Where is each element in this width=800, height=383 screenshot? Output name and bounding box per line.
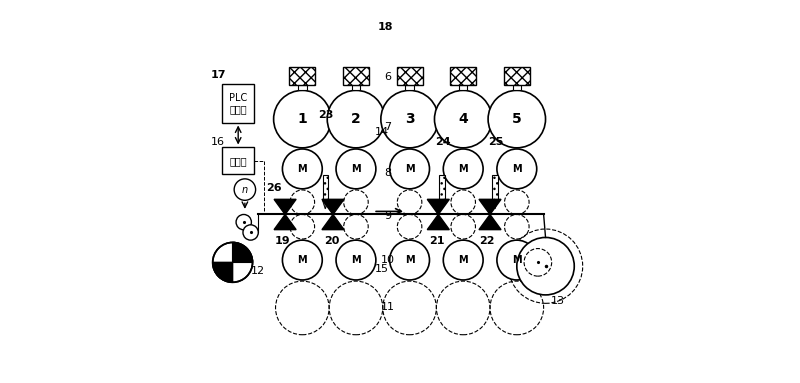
- Polygon shape: [427, 199, 450, 214]
- Bar: [222, 147, 254, 174]
- Text: 2: 2: [351, 112, 361, 126]
- Text: 5: 5: [512, 112, 522, 126]
- Bar: [492, 175, 498, 200]
- Circle shape: [434, 90, 492, 148]
- Text: 14: 14: [375, 127, 389, 137]
- Text: M: M: [458, 164, 468, 174]
- Text: 21: 21: [429, 236, 444, 246]
- Polygon shape: [274, 199, 296, 214]
- Text: 15: 15: [375, 264, 389, 274]
- Bar: [397, 67, 422, 85]
- Bar: [298, 85, 306, 90]
- Circle shape: [336, 240, 376, 280]
- Circle shape: [236, 214, 251, 230]
- Text: 25: 25: [488, 137, 503, 147]
- Circle shape: [282, 149, 322, 189]
- Text: M: M: [351, 164, 361, 174]
- Circle shape: [390, 240, 430, 280]
- Text: 1: 1: [298, 112, 307, 126]
- Circle shape: [243, 225, 258, 240]
- Polygon shape: [322, 199, 344, 214]
- Text: 6: 6: [384, 72, 391, 82]
- Bar: [459, 85, 467, 90]
- Text: M: M: [405, 164, 414, 174]
- Circle shape: [443, 240, 483, 280]
- Circle shape: [274, 90, 331, 148]
- Text: 9: 9: [384, 211, 391, 221]
- Text: 10: 10: [381, 255, 394, 265]
- Bar: [222, 84, 254, 123]
- Text: M: M: [405, 255, 414, 265]
- Circle shape: [517, 237, 574, 295]
- Text: 变频器: 变频器: [230, 156, 247, 166]
- Circle shape: [390, 149, 430, 189]
- Polygon shape: [492, 200, 498, 209]
- Text: 24: 24: [435, 137, 450, 147]
- Text: 16: 16: [211, 137, 225, 147]
- Polygon shape: [322, 200, 328, 209]
- Circle shape: [497, 240, 537, 280]
- Text: M: M: [351, 255, 361, 265]
- Polygon shape: [479, 199, 501, 214]
- Circle shape: [234, 179, 256, 200]
- Bar: [290, 67, 315, 85]
- Polygon shape: [213, 262, 233, 282]
- Text: 17: 17: [210, 70, 226, 80]
- Text: M: M: [458, 255, 468, 265]
- Text: 12: 12: [251, 266, 266, 276]
- Circle shape: [443, 149, 483, 189]
- Circle shape: [497, 149, 537, 189]
- Polygon shape: [427, 214, 450, 230]
- Text: 22: 22: [479, 236, 495, 246]
- Polygon shape: [274, 214, 296, 230]
- Text: 7: 7: [384, 122, 391, 132]
- Text: 20: 20: [324, 236, 339, 246]
- Bar: [513, 85, 521, 90]
- Bar: [439, 175, 445, 200]
- Text: M: M: [512, 164, 522, 174]
- Text: 11: 11: [381, 302, 394, 312]
- Text: M: M: [298, 164, 307, 174]
- Text: 19: 19: [274, 236, 290, 246]
- Text: 控制器: 控制器: [230, 104, 247, 114]
- Polygon shape: [233, 242, 253, 262]
- Polygon shape: [322, 214, 344, 230]
- Bar: [504, 67, 530, 85]
- Text: 26: 26: [266, 183, 282, 193]
- Text: 8: 8: [384, 168, 391, 178]
- Polygon shape: [479, 214, 501, 230]
- Circle shape: [327, 90, 385, 148]
- Circle shape: [381, 90, 438, 148]
- Text: n: n: [242, 185, 248, 195]
- Text: 3: 3: [405, 112, 414, 126]
- Circle shape: [488, 90, 546, 148]
- Text: 4: 4: [458, 112, 468, 126]
- Text: 18: 18: [378, 22, 393, 32]
- Bar: [352, 85, 360, 90]
- Text: M: M: [298, 255, 307, 265]
- Text: 23: 23: [318, 110, 333, 120]
- Bar: [343, 67, 369, 85]
- Circle shape: [336, 149, 376, 189]
- Polygon shape: [439, 200, 445, 209]
- Bar: [322, 175, 328, 200]
- Text: M: M: [512, 255, 522, 265]
- Circle shape: [213, 242, 253, 282]
- Bar: [406, 85, 414, 90]
- Text: 13: 13: [550, 296, 565, 306]
- Text: PLC: PLC: [229, 93, 247, 103]
- Bar: [450, 67, 476, 85]
- Circle shape: [282, 240, 322, 280]
